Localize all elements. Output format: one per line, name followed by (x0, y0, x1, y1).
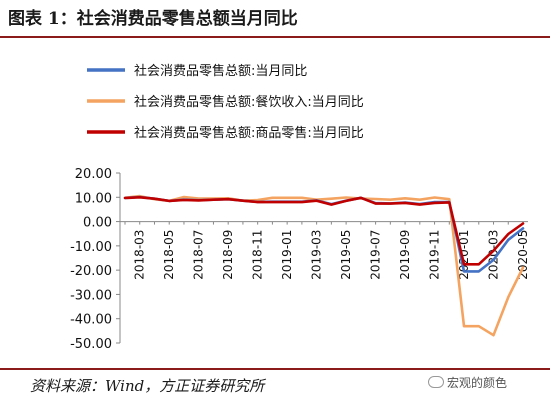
x-tick-label: 2020-03 (487, 230, 501, 280)
wechat-icon (428, 376, 444, 388)
x-tick-label: 2019-11 (428, 230, 442, 280)
x-tick-label: 2018-11 (251, 230, 265, 280)
x-tick-label: 2020-05 (516, 230, 530, 280)
watermark-text: 宏观的颜色 (447, 376, 508, 390)
x-axis: 2018-03 2018-05 2018-07 2018-09 2018-11 2019-… (120, 221, 530, 280)
watermark: 宏观的颜色 (428, 374, 507, 391)
x-tick-label: 2019-07 (369, 230, 383, 280)
legend-label-3: 社会消费品零售总额:商品零售:当月同比 (134, 125, 364, 141)
legend-label-1: 社会消费品零售总额:当月同比 (134, 63, 307, 79)
page-title: 图表 1：社会消费品零售总额当月同比 (8, 9, 298, 29)
series-line-2 (123, 194, 525, 337)
footer-divider (0, 368, 550, 370)
legend-label-2: 社会消费品零售总额:餐饮收入:当月同比 (134, 94, 364, 110)
series-layer (123, 194, 525, 337)
y-axis: 20.00 10.00 0.00 -10.00 -20.00 -30.00 -40.00 -5… (70, 167, 121, 352)
y-tick-label: 20.00 (75, 167, 112, 182)
x-tick-label: 2020-01 (457, 230, 471, 280)
title-divider (0, 36, 550, 38)
y-tick-label: -40.00 (70, 313, 112, 328)
source-note: 资料来源：Wind，方正证券研究所 (30, 377, 265, 395)
x-tick-label: 2019-03 (310, 230, 324, 280)
x-tick-label: 2018-05 (162, 230, 176, 280)
y-tick-label: 0.00 (83, 216, 112, 231)
x-tick-label: 2018-03 (133, 230, 147, 280)
chart-legend: 社会消费品零售总额:当月同比社会消费品零售总额:餐饮收入:当月同比社会消费品零售… (87, 63, 364, 141)
y-tick-label: 10.00 (75, 191, 112, 206)
x-tick-label: 2018-07 (192, 230, 206, 280)
series-line-3 (123, 196, 525, 266)
x-tick-label: 2019-05 (339, 230, 353, 280)
y-tick-label: -10.00 (70, 240, 112, 255)
y-tick-label: -20.00 (70, 264, 112, 279)
y-tick-label: -30.00 (70, 288, 112, 303)
x-tick-label: 2019-01 (280, 230, 294, 280)
x-tick-label: 2019-09 (398, 230, 412, 280)
y-tick-label: -50.00 (70, 337, 112, 352)
x-tick-label: 2018-09 (221, 230, 235, 280)
